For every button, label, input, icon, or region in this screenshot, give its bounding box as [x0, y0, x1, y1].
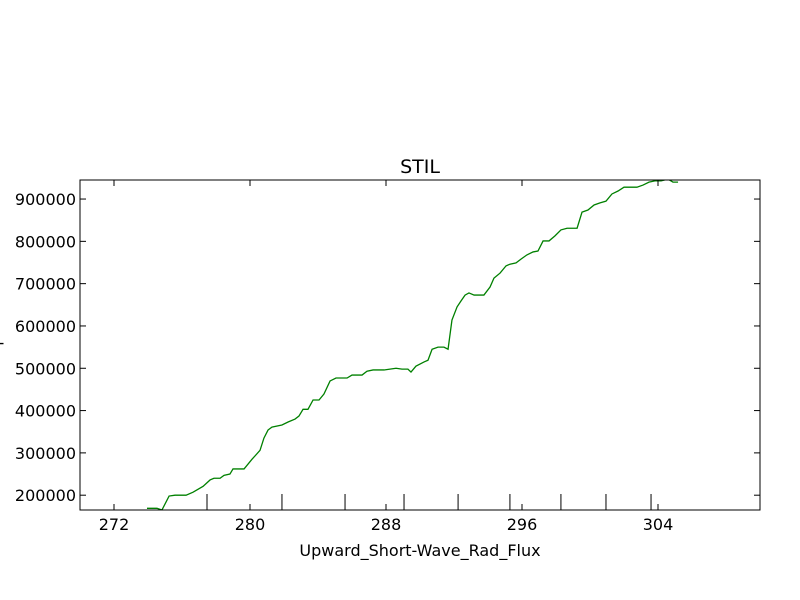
x-axis-label: Upward_Short-Wave_Rad_Flux	[299, 541, 540, 561]
x-tick-label: 304	[643, 515, 674, 534]
y-tick-label: 300000	[15, 444, 76, 463]
y-tick-label: 700000	[15, 275, 76, 294]
x-tick-label: 272	[99, 515, 130, 534]
axes-frame	[79, 179, 761, 511]
line	[146, 180, 679, 510]
y-tick-label: 200000	[15, 486, 76, 505]
y-tick-label: 900000	[15, 190, 76, 209]
y-tick-label: 400000	[15, 402, 76, 421]
y-tick-label: 600000	[15, 317, 76, 336]
plot-area	[146, 180, 679, 510]
chart-title: STIL	[400, 156, 440, 178]
x-tick-label: 280	[235, 515, 266, 534]
x-tick-label: 288	[371, 515, 402, 534]
x-tick-label: 296	[507, 515, 538, 534]
y-axis-label: Partial Dependence	[0, 267, 4, 423]
y-tick-label: 500000	[15, 359, 76, 378]
y-tick-label: 800000	[15, 232, 76, 251]
